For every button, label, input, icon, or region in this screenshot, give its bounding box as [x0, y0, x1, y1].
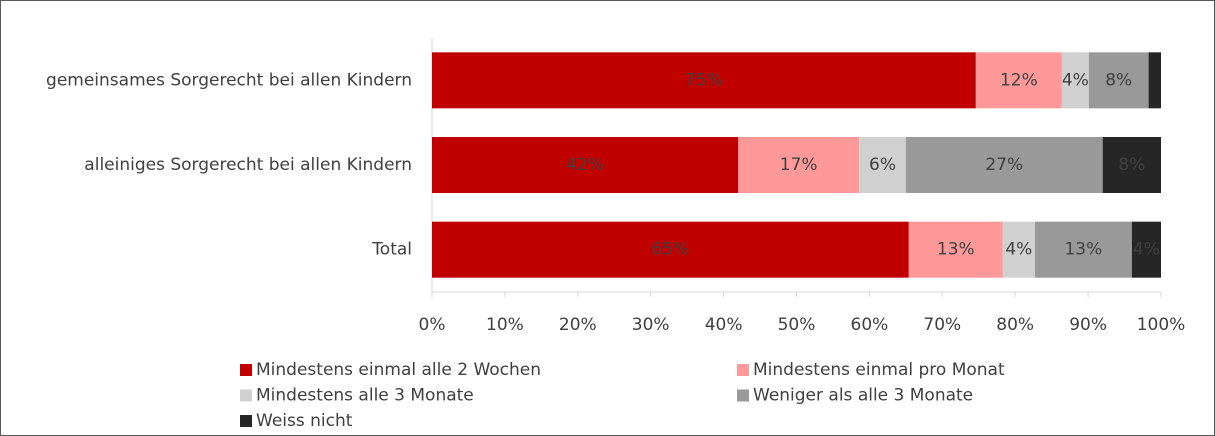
data-label: 42% — [566, 155, 604, 175]
legend-label: Mindestens einmal alle 2 Wochen — [256, 360, 541, 380]
legend-label: Weniger als alle 3 Monate — [753, 386, 973, 406]
bar-segment — [859, 137, 906, 193]
bar-segment — [1088, 52, 1149, 109]
data-label: 8% — [1105, 70, 1132, 90]
x-tick-label: 40% — [705, 315, 743, 335]
x-tick-label: 70% — [923, 315, 961, 335]
x-tick-label: 100% — [1137, 315, 1186, 335]
bar-segment — [1102, 137, 1161, 193]
data-label: 4% — [1062, 70, 1089, 90]
legend-label: Weiss nicht — [256, 411, 353, 431]
data-label: 4% — [1133, 240, 1160, 260]
bar-segment — [432, 137, 739, 193]
bar-segment — [908, 221, 1003, 278]
x-tick-label: 10% — [486, 315, 524, 335]
legend-swatch — [737, 389, 749, 402]
x-tick-label: 30% — [632, 315, 670, 335]
data-label: 6% — [869, 155, 896, 175]
x-tick-label: 20% — [559, 315, 597, 335]
x-tick-label: 60% — [851, 315, 889, 335]
legend-swatch — [737, 364, 749, 376]
data-label: 27% — [985, 155, 1023, 175]
x-tick-label: 90% — [1069, 315, 1107, 335]
data-label: 8% — [1118, 155, 1145, 175]
legend-swatch — [240, 415, 252, 427]
bar-segment — [1034, 221, 1132, 278]
legend-swatch — [240, 364, 252, 376]
bar-segment — [432, 221, 909, 278]
bar-segment — [1002, 221, 1035, 278]
x-tick-label: 0% — [419, 315, 446, 335]
y-tick-label: Total — [371, 240, 412, 260]
bar-segment — [432, 52, 976, 109]
y-tick-label: gemeinsames Sorgerecht bei allen Kindern — [46, 70, 412, 90]
data-label: 13% — [937, 240, 975, 260]
bar-segment — [975, 52, 1062, 109]
data-label: 12% — [1000, 70, 1038, 90]
data-label: 17% — [780, 155, 818, 175]
legend-swatch — [240, 389, 252, 402]
bar-segment — [1131, 221, 1161, 278]
data-label: 75% — [685, 70, 723, 90]
bar-segment — [905, 137, 1103, 193]
data-label: 4% — [1005, 240, 1032, 260]
y-tick-label: alleiniges Sorgerecht bei allen Kindern — [84, 155, 412, 175]
data-label: 65% — [651, 240, 689, 260]
x-tick-label: 50% — [778, 315, 816, 335]
x-tick-label: 80% — [996, 315, 1034, 335]
data-label: 13% — [1064, 240, 1102, 260]
legend-label: Mindestens einmal pro Monat — [753, 360, 1005, 380]
legend-label: Mindestens alle 3 Monate — [256, 386, 474, 406]
bar-segment — [1148, 52, 1161, 109]
bar-segment — [738, 137, 860, 193]
bar-segment — [1061, 52, 1089, 109]
